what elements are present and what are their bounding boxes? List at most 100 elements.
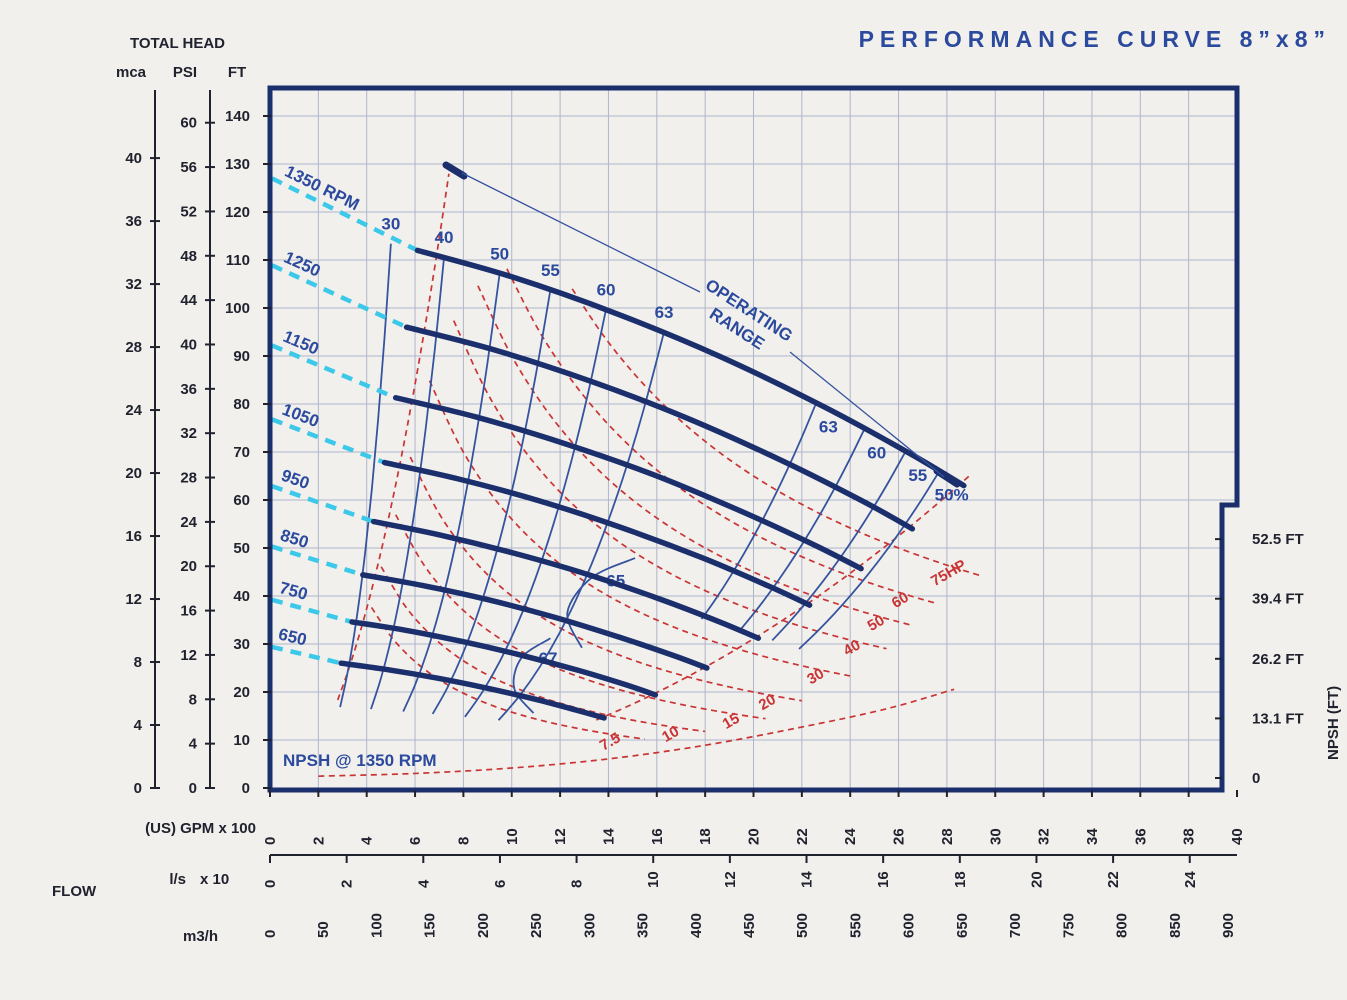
gpm-tick-label: 26 bbox=[891, 828, 908, 845]
m3h-tick-label: 200 bbox=[475, 913, 492, 938]
power-label-20: 20 bbox=[756, 691, 779, 714]
gpm-tick-label: 30 bbox=[987, 828, 1004, 845]
efficiency-island-65 bbox=[566, 557, 636, 649]
rpm-label-750: 750 bbox=[277, 578, 309, 604]
efficiency-island-67 bbox=[512, 637, 551, 714]
gpm-tick-label: 6 bbox=[407, 837, 424, 845]
m3h-tick-label: 100 bbox=[368, 913, 385, 938]
psi-tick-label: 20 bbox=[180, 558, 197, 575]
psi-tick-label: 8 bbox=[189, 691, 197, 708]
gpm-tick-label: 38 bbox=[1181, 828, 1198, 845]
efficiency-curve-left-60 bbox=[464, 309, 607, 718]
gpm-tick-label: 4 bbox=[359, 836, 376, 845]
ls-tick-label: 2 bbox=[339, 880, 356, 888]
rpm-dashed-850 bbox=[271, 544, 364, 578]
gpm-tick-label: 0 bbox=[262, 837, 279, 845]
mca-tick-label: 12 bbox=[125, 591, 142, 608]
efficiency-label-left-30: 30 bbox=[381, 215, 400, 234]
efficiency-label-right-60: 60 bbox=[867, 443, 886, 462]
m3h-tick-label: 600 bbox=[901, 913, 918, 938]
psi-tick-label: 48 bbox=[180, 248, 197, 265]
npsh-axis: 52.5 FT 39.4 FT 26.2 FT 13.1 FT 0 NPSH (FT) bbox=[1215, 531, 1342, 787]
ft-tick-label: 50 bbox=[233, 540, 250, 557]
total-head-title: TOTAL HEAD bbox=[130, 35, 225, 52]
power-curve-50 bbox=[477, 285, 911, 626]
gpm-tick-label: 32 bbox=[1036, 828, 1053, 845]
mca-tick-label: 32 bbox=[125, 276, 142, 293]
rpm-dashed-1150 bbox=[271, 343, 397, 400]
m3h-tick-label: 300 bbox=[581, 913, 598, 938]
ls-axis-scale: x 10 bbox=[200, 871, 229, 888]
ft-tick-label: 110 bbox=[226, 252, 250, 269]
gpm-tick-label: 2 bbox=[310, 837, 327, 845]
m3h-tick-label: 700 bbox=[1007, 913, 1024, 938]
power-label-15: 15 bbox=[720, 710, 743, 733]
m3h-tick-label: 500 bbox=[794, 913, 811, 938]
rpm-dashed-650 bbox=[271, 644, 342, 666]
efficiency-label-left-40: 40 bbox=[435, 228, 454, 247]
rpm-curve-1150 bbox=[392, 395, 864, 572]
flow-title: FLOW bbox=[52, 883, 97, 900]
ft-tick-label: 10 bbox=[233, 732, 250, 749]
efficiency-curve-right-63 bbox=[700, 402, 818, 620]
ft-tick-label: 90 bbox=[233, 348, 250, 365]
power-label-30: 30 bbox=[804, 665, 827, 688]
psi-tick-label: 16 bbox=[180, 603, 197, 620]
power-curve-40 bbox=[452, 320, 887, 650]
m3h-tick-label: 650 bbox=[954, 913, 971, 938]
psi-tick-label: 60 bbox=[180, 115, 197, 132]
ft-tick-label: 80 bbox=[233, 396, 250, 413]
rpm-dashed-1250 bbox=[271, 263, 408, 330]
power-label-10: 10 bbox=[659, 723, 682, 746]
psi-tick-label: 36 bbox=[180, 381, 197, 398]
mca-header: mca bbox=[116, 64, 147, 81]
m3h-tick-label: 0 bbox=[262, 930, 279, 938]
npsh-curve bbox=[318, 688, 955, 778]
gpm-tick-label: 22 bbox=[794, 828, 811, 845]
ft-header: FT bbox=[228, 64, 246, 81]
power-label-40: 40 bbox=[840, 637, 863, 660]
psi-tick-label: 24 bbox=[180, 514, 197, 531]
rpm-label-650: 650 bbox=[277, 625, 309, 650]
rpm-curve-750 bbox=[349, 619, 659, 698]
rpm-dashed-1050 bbox=[271, 417, 386, 465]
ft-tick-label: 60 bbox=[233, 492, 250, 509]
psi-tick-label: 44 bbox=[180, 292, 197, 309]
rpm-dashed-1350 bbox=[271, 176, 419, 253]
rpm-dashed-750 bbox=[271, 597, 353, 625]
mca-tick-label: 0 bbox=[134, 780, 142, 797]
operating-range-boundary-min-flow bbox=[336, 173, 450, 701]
rpm-dashed-950 bbox=[271, 483, 375, 524]
plot-border bbox=[267, 85, 1240, 793]
psi-tick-label: 28 bbox=[180, 470, 197, 487]
power-label-7.5: 7.5 bbox=[597, 729, 624, 754]
psi-header: PSI bbox=[173, 64, 197, 81]
rpm-label-950: 950 bbox=[279, 466, 312, 493]
ls-tick-label: 16 bbox=[875, 871, 892, 888]
efficiency-label-left-63: 63 bbox=[655, 303, 674, 322]
ft-tick-label: 120 bbox=[225, 204, 250, 221]
m3h-tick-label: 250 bbox=[528, 913, 545, 938]
psi-tick-label: 40 bbox=[180, 336, 197, 353]
efficiency-curve-right-60 bbox=[739, 428, 866, 632]
psi-tick-label: 32 bbox=[180, 425, 197, 442]
gpm-tick-label: 18 bbox=[697, 828, 714, 845]
rpm-label-1050: 1050 bbox=[280, 400, 322, 431]
mca-tick-label: 16 bbox=[125, 528, 142, 545]
psi-tick-label: 4 bbox=[189, 736, 198, 753]
ls-tick-label: 24 bbox=[1182, 871, 1199, 888]
efficiency-curve-right-50% bbox=[798, 470, 941, 650]
gpm-tick-label: 20 bbox=[746, 828, 763, 845]
rpm-curve-1250 bbox=[403, 324, 916, 532]
ls-tick-label: 0 bbox=[262, 880, 279, 888]
rpm-label-1250: 1250 bbox=[281, 248, 323, 281]
psi-tick-label: 56 bbox=[180, 159, 197, 176]
npsh-tick-label: 13.1 FT bbox=[1252, 710, 1304, 727]
power-curve-15 bbox=[394, 514, 766, 720]
ls-tick-label: 22 bbox=[1105, 871, 1122, 888]
rpm-curve-1050 bbox=[381, 459, 813, 608]
gpm-tick-label: 24 bbox=[842, 828, 859, 845]
operating-range-leader-left bbox=[461, 172, 701, 293]
m3h-tick-label: 400 bbox=[688, 913, 705, 938]
